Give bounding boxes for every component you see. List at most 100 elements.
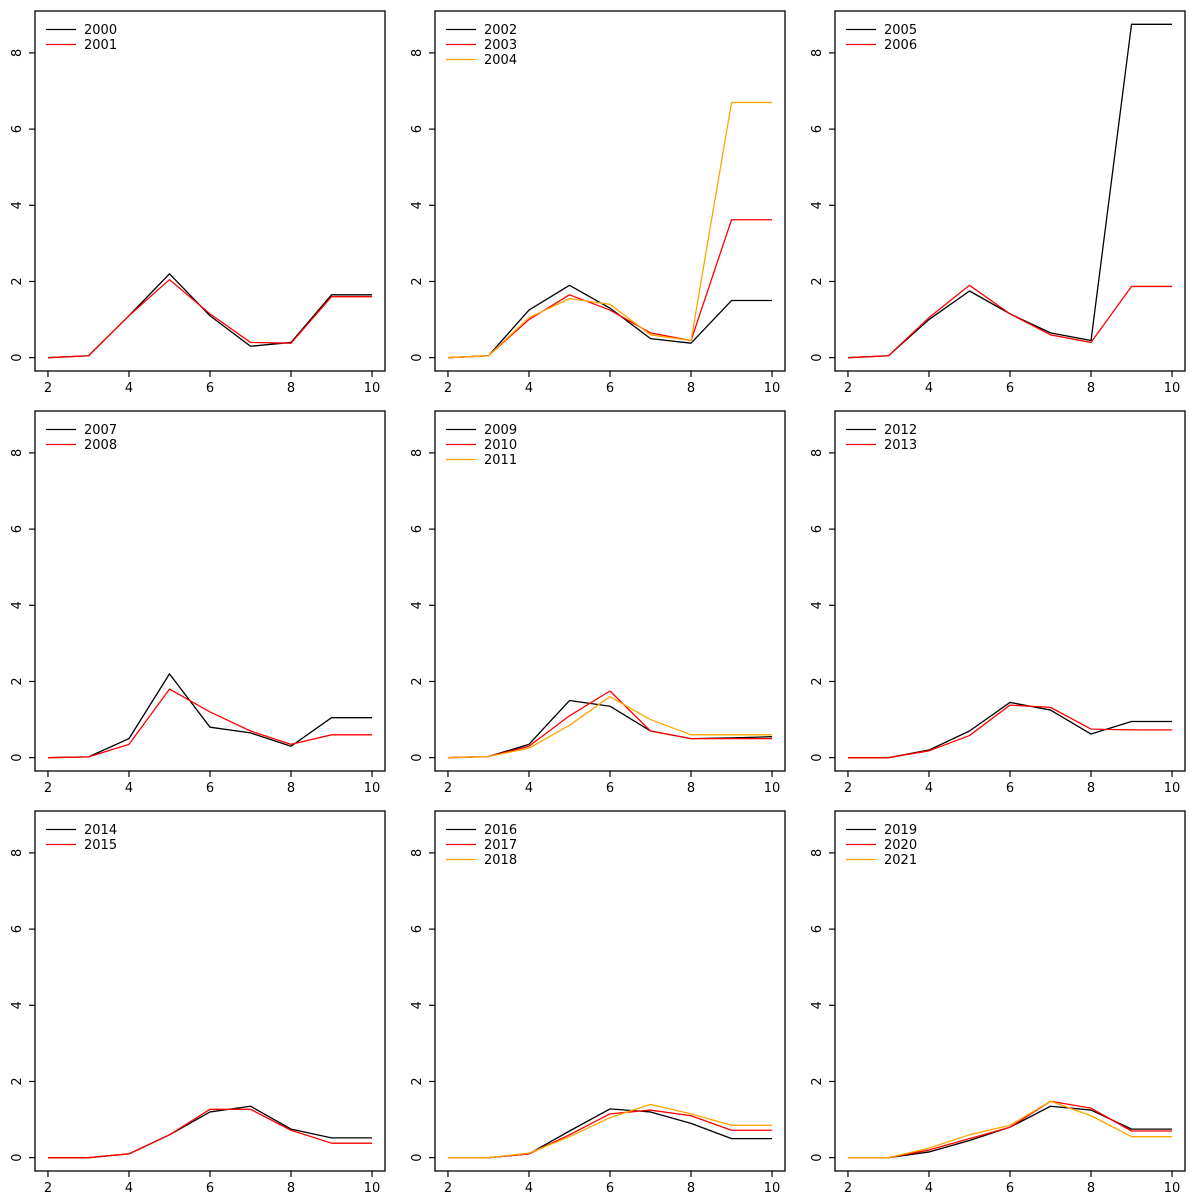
legend-label-2007: 2007 <box>84 423 117 438</box>
legend-label-2006: 2006 <box>884 38 917 53</box>
x-tick-label: 2 <box>444 781 452 796</box>
y-tick-label: 6 <box>10 525 25 533</box>
x-tick-label: 10 <box>1164 381 1181 396</box>
y-tick-label: 4 <box>10 201 25 209</box>
series-line-2018 <box>447 1103 773 1159</box>
series-line-2002 <box>447 284 773 359</box>
y-tick-label: 4 <box>10 1001 25 1009</box>
y-tick-label: 8 <box>410 849 425 857</box>
y-tick-label: 6 <box>810 925 825 933</box>
x-tick-label: 8 <box>1087 1181 1095 1196</box>
legend-label-2012: 2012 <box>884 423 917 438</box>
x-tick-label: 4 <box>925 781 933 796</box>
legend-label-2013: 2013 <box>884 438 917 453</box>
plot-box <box>34 410 386 772</box>
y-tick-label: 2 <box>810 277 825 285</box>
y-tick-label: 4 <box>410 601 425 609</box>
series-line-2000 <box>47 273 373 359</box>
x-tick-label: 4 <box>925 1181 933 1196</box>
legend-label-2021: 2021 <box>884 853 917 868</box>
x-tick-label: 6 <box>606 781 614 796</box>
x-tick-label: 10 <box>364 1181 381 1196</box>
y-tick-label: 2 <box>10 1077 25 1085</box>
x-tick-label: 2 <box>844 1181 852 1196</box>
legend-label-2014: 2014 <box>84 823 117 838</box>
series-line-2008 <box>47 688 373 759</box>
x-tick-label: 4 <box>125 381 133 396</box>
legend-label-2002: 2002 <box>484 23 517 38</box>
legend-label-2011: 2011 <box>484 453 517 468</box>
x-tick-label: 2 <box>44 381 52 396</box>
series-line-2005 <box>847 23 1173 359</box>
series-line-2010 <box>447 690 773 759</box>
plot-box <box>34 10 386 372</box>
plot-box <box>834 10 1186 372</box>
x-tick-label: 8 <box>287 1181 295 1196</box>
x-tick-label: 6 <box>606 381 614 396</box>
legend-label-2019: 2019 <box>884 823 917 838</box>
x-tick-label: 2 <box>444 1181 452 1196</box>
y-tick-label: 6 <box>410 525 425 533</box>
x-tick-label: 6 <box>1006 1181 1014 1196</box>
x-tick-label: 8 <box>687 781 695 796</box>
plot-box <box>834 410 1186 772</box>
y-tick-label: 8 <box>10 849 25 857</box>
legend-label-2015: 2015 <box>84 838 117 853</box>
legend-label-2003: 2003 <box>484 38 517 53</box>
x-tick-label: 6 <box>206 781 214 796</box>
y-tick-label: 8 <box>410 49 425 57</box>
y-tick-label: 2 <box>810 1077 825 1085</box>
x-tick-label: 4 <box>525 781 533 796</box>
series-line-2009 <box>447 699 773 759</box>
series-line-2013 <box>847 704 1173 759</box>
series-line-2006 <box>847 284 1173 359</box>
y-tick-label: 0 <box>10 354 25 362</box>
y-tick-label: 2 <box>410 277 425 285</box>
x-tick-label: 8 <box>687 1181 695 1196</box>
legend-label-2001: 2001 <box>84 38 117 53</box>
y-tick-label: 0 <box>810 754 825 762</box>
plot-box <box>34 810 386 1172</box>
y-tick-label: 0 <box>810 354 825 362</box>
series-line-2003 <box>447 219 773 359</box>
y-tick-label: 2 <box>10 277 25 285</box>
x-tick-label: 10 <box>364 381 381 396</box>
y-tick-label: 0 <box>10 1154 25 1162</box>
series-line-2015 <box>47 1108 373 1159</box>
x-tick-label: 10 <box>764 1181 781 1196</box>
y-tick-label: 0 <box>410 1154 425 1162</box>
y-tick-label: 6 <box>410 125 425 133</box>
series-line-2007 <box>47 673 373 759</box>
x-tick-label: 4 <box>925 381 933 396</box>
x-tick-label: 10 <box>764 381 781 396</box>
x-tick-label: 8 <box>287 381 295 396</box>
y-tick-label: 4 <box>10 601 25 609</box>
x-tick-label: 8 <box>1087 381 1095 396</box>
x-tick-label: 10 <box>764 781 781 796</box>
y-tick-label: 8 <box>410 449 425 457</box>
y-tick-label: 6 <box>10 125 25 133</box>
y-tick-label: 0 <box>10 754 25 762</box>
x-tick-label: 4 <box>525 381 533 396</box>
x-tick-label: 6 <box>606 1181 614 1196</box>
y-tick-label: 4 <box>810 1001 825 1009</box>
y-tick-label: 0 <box>410 754 425 762</box>
series-line-2016 <box>447 1108 773 1159</box>
legend-label-2000: 2000 <box>84 23 117 38</box>
x-tick-label: 2 <box>44 1181 52 1196</box>
y-tick-label: 6 <box>810 125 825 133</box>
x-tick-label: 10 <box>1164 781 1181 796</box>
y-tick-label: 6 <box>810 525 825 533</box>
x-tick-label: 10 <box>1164 1181 1181 1196</box>
x-tick-label: 2 <box>44 781 52 796</box>
y-tick-label: 4 <box>810 201 825 209</box>
legend-label-2016: 2016 <box>484 823 517 838</box>
x-tick-label: 2 <box>844 381 852 396</box>
x-tick-label: 2 <box>444 381 452 396</box>
